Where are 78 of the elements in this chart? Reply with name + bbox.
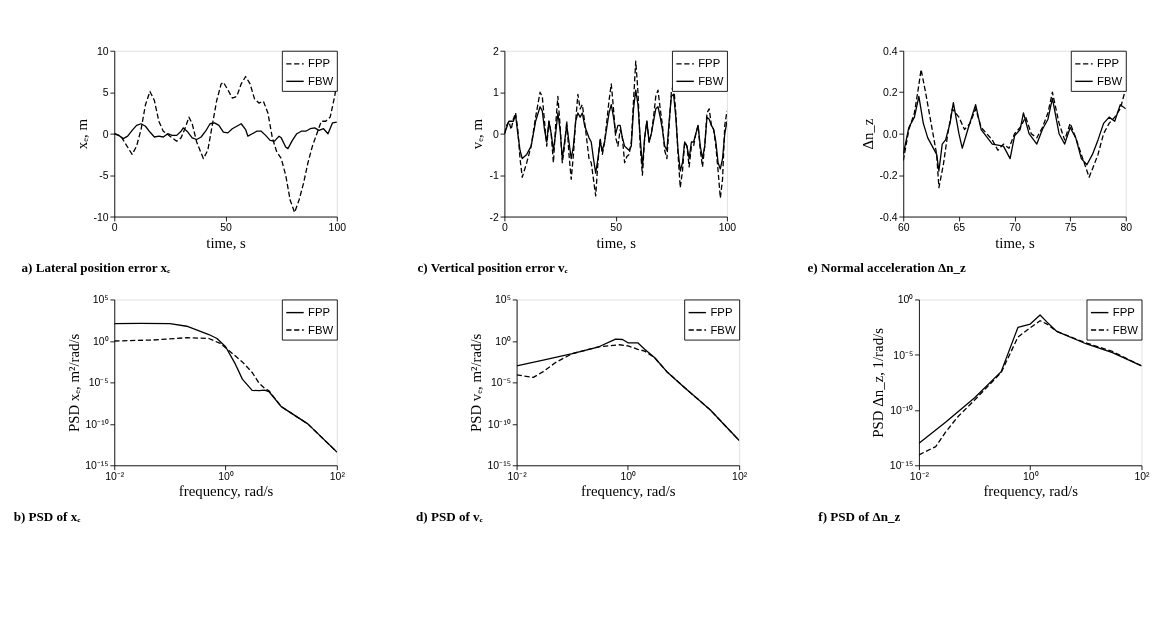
x-tick-label: 60: [897, 222, 910, 234]
legend-label: FBW: [1097, 74, 1123, 87]
x-tick-label: 10⁰: [218, 470, 234, 482]
text: a) Lateral position error xₑ: [21, 260, 172, 276]
y-tick-label: 0.0: [883, 128, 898, 140]
x-tick-label: 10⁻²: [105, 470, 125, 482]
y-tick-label: 10⁻¹⁰: [890, 404, 914, 416]
y-tick-label: 10⁵: [92, 294, 109, 306]
x-tick-label: 10⁰: [1022, 470, 1039, 482]
x-tick-label: 10²: [1134, 470, 1151, 482]
text: f) PSD of Δn_z: [818, 509, 901, 525]
y-tick-label: 10⁰: [93, 335, 109, 347]
legend-label: FBW: [1112, 323, 1139, 336]
x-axis-title: time, s: [596, 234, 637, 251]
legend-label: FBW: [308, 323, 334, 336]
y-tick-label: 0.4: [883, 45, 898, 57]
x-axis-title: frequency, rad/s: [581, 483, 676, 500]
y-axis-title: PSD vₑ, m²/rad/s: [468, 333, 485, 433]
y-tick-label: 1: [492, 87, 499, 99]
x-tick-label: 65: [953, 222, 966, 234]
y-axis-title: PSD Δn_z, 1/rad/s: [870, 327, 887, 438]
text: e) Normal acceleration Δn_z: [807, 260, 966, 276]
x-tick-label: 10²: [329, 470, 346, 482]
x-tick-label: 50: [610, 222, 623, 234]
y-tick-label: 10⁻¹⁰: [487, 418, 511, 430]
y-tick-label: 10⁰: [897, 294, 914, 306]
y-tick-label: -0.2: [879, 170, 898, 182]
y-axis-title: xₑ, m: [73, 118, 90, 150]
y-tick-label: -1: [489, 170, 499, 182]
text: d) PSD of vₑ: [416, 509, 484, 525]
y-tick-label: 10⁵: [495, 294, 511, 306]
legend-label: FPP: [698, 57, 721, 70]
y-tick-label: 10: [97, 45, 109, 57]
y-tick-label: 10⁻⁵: [491, 377, 511, 389]
y-tick-label: 10⁻⁵: [88, 377, 109, 389]
text: c) Vertical position error vₑ: [417, 260, 569, 276]
y-tick-label: 10⁻¹⁵: [487, 460, 511, 472]
y-axis-title: vₑ, m: [469, 118, 486, 150]
y-tick-label: 10⁰: [495, 335, 511, 347]
y-tick-label: 10⁻¹⁰: [85, 418, 109, 430]
y-tick-label: 10⁻¹⁵: [85, 460, 109, 472]
y-tick-label: 10⁻⁵: [893, 349, 914, 361]
x-tick-label: 0: [111, 222, 118, 234]
x-tick-label: 50: [220, 222, 233, 234]
y-tick-label: 0: [492, 128, 499, 140]
x-axis-title: time, s: [995, 234, 1035, 251]
legend-label: FPP: [308, 57, 331, 70]
x-tick-label: 75: [1064, 222, 1077, 234]
legend-label: FBW: [698, 74, 724, 87]
legend-label: FBW: [308, 74, 334, 87]
y-axis-title: Δn_z: [859, 118, 876, 150]
text: b) PSD of xₑ: [13, 509, 82, 525]
x-tick-label: 10⁻²: [507, 470, 528, 482]
legend-label: FBW: [710, 323, 736, 336]
y-tick-label: -5: [99, 170, 109, 182]
y-tick-label: 5: [102, 87, 109, 99]
x-tick-label: 100: [718, 222, 737, 234]
x-tick-label: 10⁰: [620, 470, 637, 482]
x-tick-label: 80: [1120, 222, 1133, 234]
legend-label: FPP: [308, 306, 331, 319]
legend-label: FPP: [1097, 57, 1120, 70]
y-tick-label: -2: [489, 211, 499, 223]
x-axis-title: time, s: [206, 234, 247, 251]
x-tick-label: 100: [328, 222, 347, 234]
y-tick-label: -10: [93, 211, 109, 223]
y-tick-label: 0.2: [883, 87, 898, 99]
legend-label: FPP: [710, 306, 733, 319]
x-axis-title: frequency, rad/s: [178, 483, 274, 500]
y-tick-label: 0: [102, 128, 109, 140]
legend-label: FPP: [1112, 306, 1135, 319]
x-tick-label: 10²: [732, 470, 748, 482]
y-tick-label: 10⁻¹⁵: [889, 460, 914, 472]
y-tick-label: 2: [492, 45, 499, 57]
y-axis-title: PSD xₑ, m²/rad/s: [65, 333, 82, 433]
x-tick-label: 70: [1009, 222, 1021, 234]
y-tick-label: -0.4: [879, 211, 898, 223]
x-tick-label: 10⁻²: [909, 470, 930, 482]
x-axis-title: frequency, rad/s: [983, 483, 1079, 500]
